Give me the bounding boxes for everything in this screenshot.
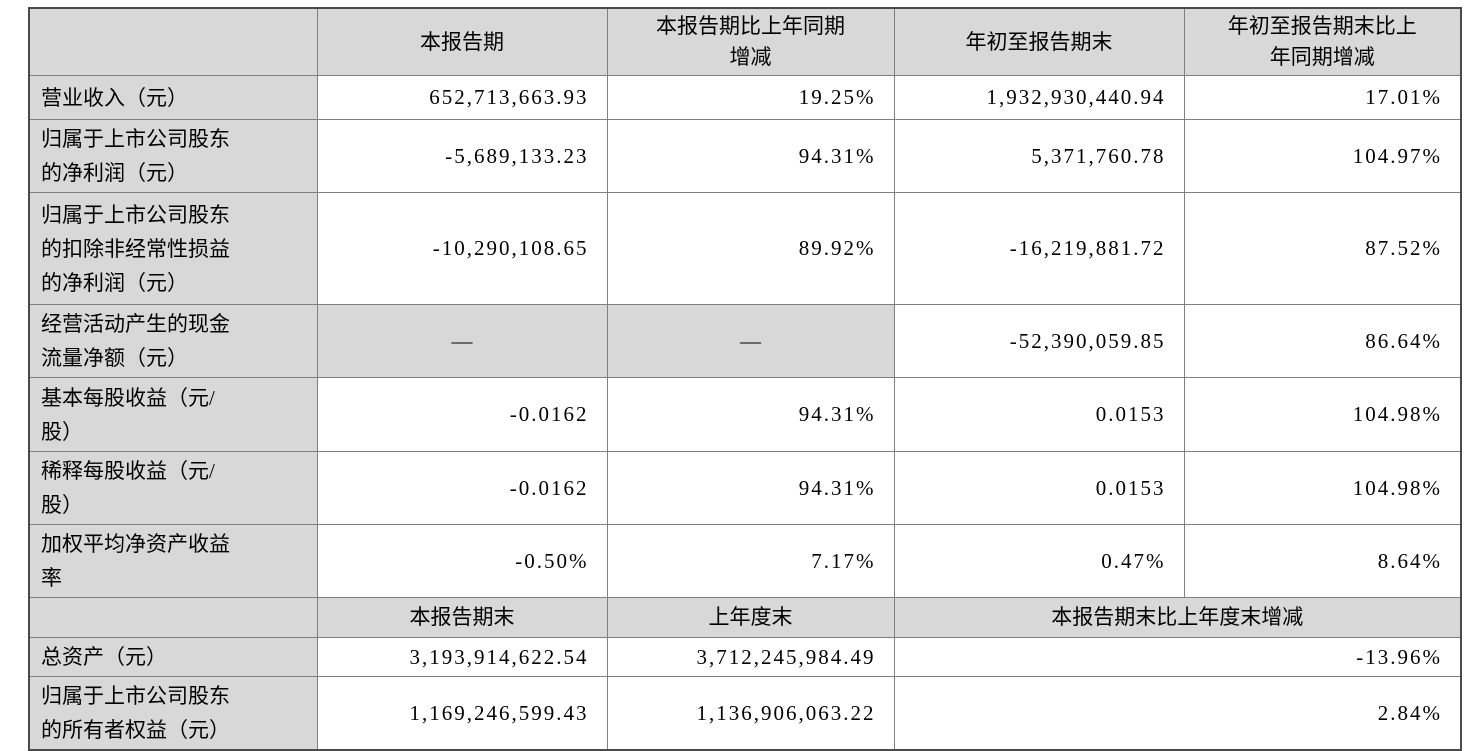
metric-value: 94.31% — [606, 377, 895, 452]
header-period-yoy-change: 本报告期比上年同期 增减 — [606, 7, 895, 76]
metric-label: 加权平均净资产收益 率 — [28, 524, 318, 598]
metric-value: 652,713,663.93 — [316, 75, 608, 120]
row-weighted-avg-roe: 加权平均净资产收益 率 -0.50% 7.17% 0.47% 8.64% — [28, 524, 1462, 598]
header-year-to-date: 年初至报告期末 — [893, 7, 1185, 76]
metric-value: 8.64% — [1183, 524, 1462, 598]
metric-label: 总资产（元） — [28, 637, 318, 677]
metric-label: 营业收入（元） — [28, 75, 318, 120]
metric-value: 89.92% — [606, 192, 895, 305]
metric-label: 经营活动产生的现金 流量净额（元） — [28, 304, 318, 378]
metric-value-na: — — [606, 304, 895, 378]
metric-value: -10,290,108.65 — [316, 192, 608, 305]
metric-label: 基本每股收益（元/ 股） — [28, 377, 318, 452]
header-ytd-yoy-change: 年初至报告期末比上 年同期增减 — [1183, 7, 1462, 76]
metric-value: 104.98% — [1183, 451, 1462, 525]
metric-value: 5,371,760.78 — [893, 119, 1185, 193]
financial-summary-table: 本报告期 本报告期比上年同期 增减 年初至报告期末 年初至报告期末比上 年同期增… — [28, 7, 1462, 751]
row-basic-eps: 基本每股收益（元/ 股） -0.0162 94.31% 0.0153 104.9… — [28, 377, 1462, 452]
metric-value-na: — — [316, 304, 608, 378]
metric-label: 归属于上市公司股东 的扣除非经常性损益 的净利润（元） — [28, 192, 318, 305]
row-equity-attributable: 归属于上市公司股东 的所有者权益（元） 1,169,246,599.43 1,1… — [28, 676, 1462, 751]
metric-value: -13.96% — [893, 637, 1462, 677]
metric-value: 104.97% — [1183, 119, 1462, 193]
row-total-assets: 总资产（元） 3,193,914,622.54 3,712,245,984.49… — [28, 637, 1462, 677]
header-row-period: 本报告期 本报告期比上年同期 增减 年初至报告期末 年初至报告期末比上 年同期增… — [28, 7, 1462, 76]
metric-value: 17.01% — [1183, 75, 1462, 120]
metric-value: 2.84% — [893, 676, 1462, 751]
row-operating-cash-flow: 经营活动产生的现金 流量净额（元） — — -52,390,059.85 86.… — [28, 304, 1462, 378]
metric-value: 1,169,246,599.43 — [316, 676, 608, 751]
metric-value: 86.64% — [1183, 304, 1462, 378]
metric-value: 3,712,245,984.49 — [606, 637, 895, 677]
header-row-period-end: 本报告期末 上年度末 本报告期末比上年度末增减 — [28, 597, 1462, 638]
metric-label: 归属于上市公司股东 的净利润（元） — [28, 119, 318, 193]
header-empty-cell — [28, 7, 318, 76]
metric-value: 94.31% — [606, 451, 895, 525]
metric-value: -52,390,059.85 — [893, 304, 1185, 378]
metric-value: -0.0162 — [316, 377, 608, 452]
row-net-profit-attributable: 归属于上市公司股东 的净利润（元） -5,689,133.23 94.31% 5… — [28, 119, 1462, 193]
metric-value: 0.0153 — [893, 451, 1185, 525]
header-end-of-last-year: 上年度末 — [606, 597, 895, 638]
metric-value: -16,219,881.72 — [893, 192, 1185, 305]
metric-value: 104.98% — [1183, 377, 1462, 452]
row-net-profit-excl-nonrecurring: 归属于上市公司股东 的扣除非经常性损益 的净利润（元） -10,290,108.… — [28, 192, 1462, 305]
metric-value: 1,136,906,063.22 — [606, 676, 895, 751]
metric-value: 1,932,930,440.94 — [893, 75, 1185, 120]
metric-value: -5,689,133.23 — [316, 119, 608, 193]
metric-value: 87.52% — [1183, 192, 1462, 305]
header-current-period: 本报告期 — [316, 7, 608, 76]
metric-value: 94.31% — [606, 119, 895, 193]
metric-value: 7.17% — [606, 524, 895, 598]
metric-value: 19.25% — [606, 75, 895, 120]
metric-value: 0.0153 — [893, 377, 1185, 452]
header-empty-cell — [28, 597, 318, 638]
metric-value: 0.47% — [893, 524, 1185, 598]
row-diluted-eps: 稀释每股收益（元/ 股） -0.0162 94.31% 0.0153 104.9… — [28, 451, 1462, 525]
metric-label: 归属于上市公司股东 的所有者权益（元） — [28, 676, 318, 751]
metric-value: -0.0162 — [316, 451, 608, 525]
header-end-of-period: 本报告期末 — [316, 597, 608, 638]
metric-value: -0.50% — [316, 524, 608, 598]
header-period-end-vs-year-end-change: 本报告期末比上年度末增减 — [893, 597, 1462, 638]
metric-label: 稀释每股收益（元/ 股） — [28, 451, 318, 525]
row-operating-revenue: 营业收入（元） 652,713,663.93 19.25% 1,932,930,… — [28, 75, 1462, 120]
metric-value: 3,193,914,622.54 — [316, 637, 608, 677]
